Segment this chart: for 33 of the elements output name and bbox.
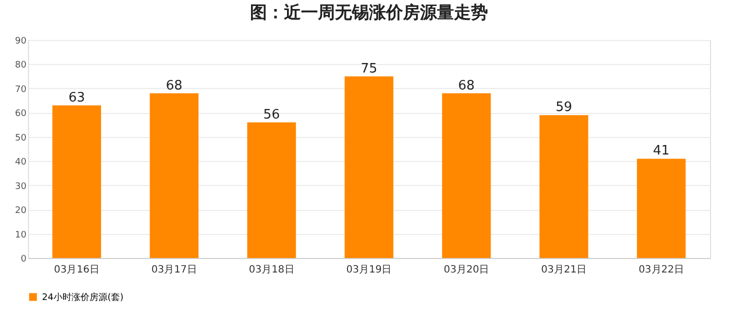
x-tick-label: 03月16日: [54, 264, 100, 276]
data-label: 59: [556, 100, 572, 116]
data-label: 63: [68, 90, 85, 106]
data-label: 56: [263, 107, 280, 122]
y-tick-label: 0: [20, 254, 27, 264]
y-tick-label: 60: [15, 109, 27, 120]
bar: [150, 93, 198, 258]
bar: [636, 158, 686, 258]
bar: [247, 122, 296, 258]
y-tick-label: 80: [15, 60, 27, 71]
y-tick-label: 40: [15, 158, 27, 168]
bar: [52, 105, 102, 258]
x-tick-label: 03月18日: [248, 264, 294, 276]
x-tick-label: 03月20日: [444, 264, 490, 276]
x-tick-label: 03月22日: [638, 264, 684, 276]
x-tick-label: 03月17日: [151, 264, 197, 276]
data-label: 68: [458, 78, 475, 94]
y-tick-label: 20: [15, 206, 27, 216]
x-tick-label: 03月21日: [541, 264, 587, 276]
bar: [442, 93, 491, 258]
legend-label: 24小时涨价房源(套): [42, 292, 124, 303]
bar: [344, 76, 394, 258]
y-tick-label: 90: [15, 36, 27, 46]
y-tick-label: 50: [15, 133, 27, 144]
y-tick-label: 70: [15, 84, 27, 95]
x-tick-label: 03月19日: [346, 264, 392, 276]
data-label: 68: [166, 78, 182, 94]
y-tick-label: 10: [15, 230, 27, 240]
data-label: 75: [360, 61, 378, 76]
chart-title: 图：近一周无锡涨价房源量走势: [250, 3, 488, 23]
bar: [540, 115, 588, 258]
y-tick-label: 30: [15, 182, 27, 192]
data-label: 41: [653, 144, 670, 159]
